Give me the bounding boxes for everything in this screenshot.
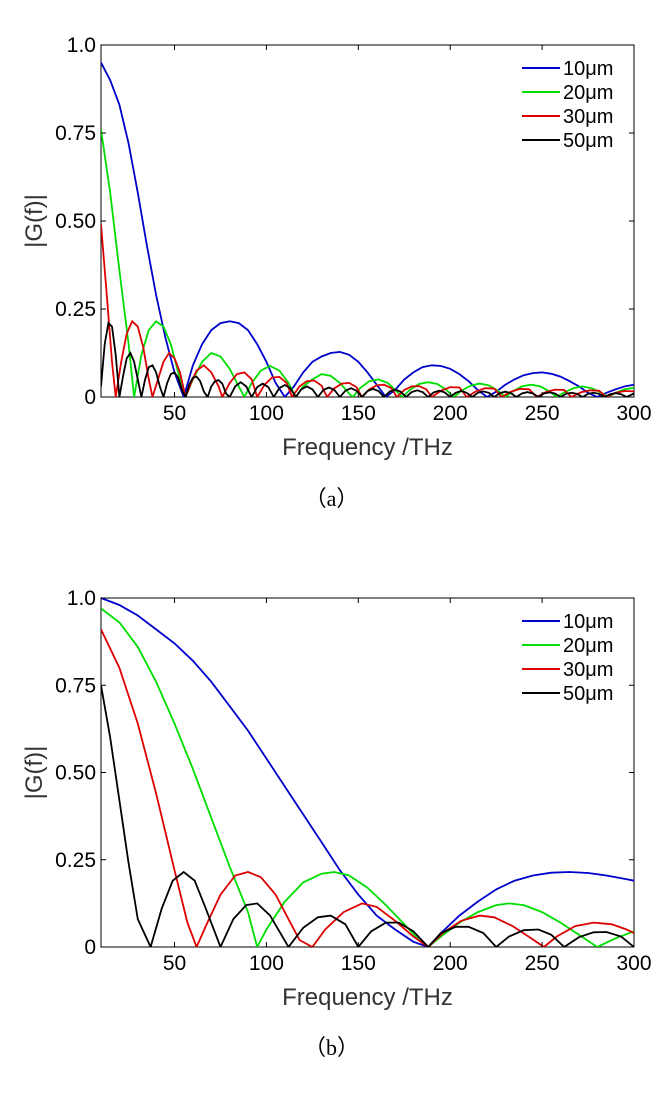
y-tick-label: 0.50	[55, 210, 96, 233]
x-tick-label: 100	[249, 952, 284, 975]
x-tick-label: 100	[249, 402, 284, 425]
legend-label: 20μm	[563, 635, 613, 657]
x-tick-label: 200	[433, 402, 468, 425]
plot-area	[100, 44, 635, 398]
y-tick-label: 0	[84, 936, 96, 959]
x-tick-label: 250	[525, 952, 560, 975]
y-tick-label: 0.25	[55, 849, 96, 872]
y-tick-label: 0.75	[55, 122, 96, 145]
y-tick-label: 1.0	[67, 34, 96, 57]
panel-caption: （b）	[304, 1035, 359, 1060]
legend-label: 10μm	[563, 611, 613, 633]
series-line-2	[101, 607, 634, 947]
series-line-1	[101, 62, 634, 397]
y-tick-label: 0.50	[55, 762, 96, 785]
legend-label: 30μm	[563, 106, 613, 128]
x-tick-label: 250	[525, 402, 560, 425]
y-tick-label: 0	[84, 386, 96, 409]
x-axis-label: Frequency /THz	[282, 984, 453, 1011]
y-tick-label: 0.25	[55, 298, 96, 321]
x-axis-label: Frequency /THz	[282, 434, 453, 461]
series-line-1	[101, 597, 634, 947]
series-line-4	[101, 321, 634, 397]
chart-panel-a: 50 100 150 200 250 300 0 0.25 0.50 0.75 1.0 Frequen…	[21, 34, 652, 511]
y-tick-label: 0.75	[55, 674, 96, 697]
legend-label: 50μm	[563, 683, 613, 705]
series-line-3	[101, 629, 634, 947]
legend-label: 20μm	[563, 82, 613, 104]
series-line-4	[101, 685, 634, 947]
panel-caption: （a）	[305, 486, 359, 511]
legend-label: 50μm	[563, 130, 613, 152]
y-axis-label: |G(f)|	[21, 194, 48, 248]
y-axis-label: |G(f)|	[21, 746, 48, 800]
y-tick-label: 1.0	[67, 587, 96, 610]
x-tick-label: 150	[341, 402, 376, 425]
x-tick-label: 200	[433, 952, 468, 975]
series-line-3	[101, 224, 634, 397]
chart-panel-b: 50 100 150 200 250 300 0 0.25 0.50 0.75 1.0 Frequen…	[21, 587, 652, 1060]
x-tick-label: 50	[163, 952, 186, 975]
x-tick-label: 300	[616, 402, 651, 425]
x-tick-label: 50	[163, 402, 186, 425]
x-tick-label: 300	[616, 952, 651, 975]
legend-label: 30μm	[563, 659, 613, 681]
legend-label: 10μm	[563, 58, 613, 80]
x-tick-label: 150	[341, 952, 376, 975]
